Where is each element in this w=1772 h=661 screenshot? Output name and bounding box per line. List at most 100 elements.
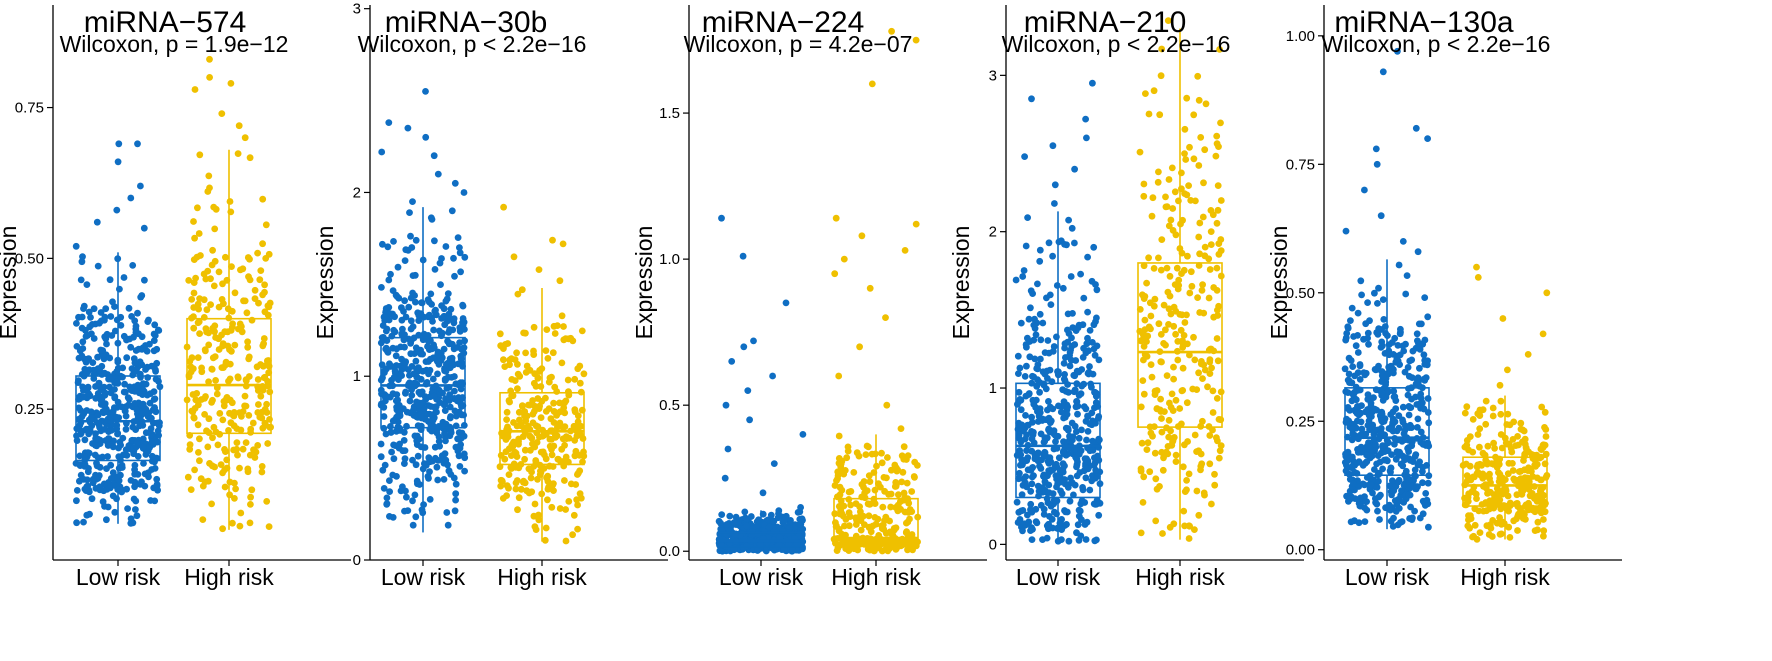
data-point — [412, 461, 420, 469]
outlier-point — [556, 277, 564, 285]
data-point — [1068, 479, 1076, 487]
data-point — [1162, 203, 1170, 211]
data-point — [1408, 516, 1416, 523]
data-point — [730, 546, 738, 554]
data-point — [418, 414, 425, 422]
data-point — [430, 403, 438, 411]
data-point — [434, 351, 442, 359]
data-point — [440, 476, 448, 483]
data-point — [1090, 461, 1098, 469]
data-point — [1086, 363, 1093, 370]
data-point — [75, 313, 82, 321]
data-point — [1032, 331, 1040, 339]
data-point — [1353, 410, 1361, 417]
data-point — [442, 376, 449, 384]
outlier-point — [882, 314, 889, 321]
y-tick-label: 0 — [353, 552, 361, 569]
data-point — [125, 304, 133, 312]
data-point — [231, 341, 239, 349]
data-point — [1365, 412, 1373, 419]
series-high-risk — [1459, 263, 1551, 543]
data-point — [147, 425, 155, 432]
data-point — [389, 471, 397, 479]
data-point — [857, 511, 864, 519]
outlier-point — [1496, 381, 1504, 389]
data-point — [1176, 405, 1184, 412]
data-point — [1403, 272, 1411, 279]
data-point — [378, 284, 385, 291]
data-point — [455, 452, 463, 460]
data-point — [387, 270, 394, 278]
data-point — [1372, 441, 1379, 448]
data-point — [1496, 470, 1504, 478]
data-point — [544, 496, 551, 504]
data-point — [400, 437, 408, 444]
data-point — [1344, 323, 1352, 331]
data-point — [531, 523, 539, 530]
data-point — [860, 541, 868, 548]
data-point — [1092, 399, 1100, 407]
data-point — [904, 546, 911, 554]
data-point — [209, 396, 216, 404]
data-point — [218, 331, 225, 339]
data-point — [1028, 447, 1036, 455]
data-point — [1357, 418, 1365, 426]
data-point — [153, 481, 161, 488]
data-point — [122, 425, 130, 433]
data-point — [562, 537, 570, 545]
data-point — [1159, 530, 1166, 537]
outlier-point — [206, 55, 213, 63]
data-point — [229, 320, 237, 328]
data-point — [190, 324, 198, 332]
data-point — [1466, 433, 1474, 440]
data-point — [203, 427, 210, 435]
data-point — [1374, 507, 1381, 515]
data-point — [1147, 429, 1155, 437]
data-point — [513, 422, 521, 430]
data-point — [1389, 523, 1397, 530]
data-point — [202, 275, 210, 283]
data-point — [538, 397, 546, 405]
data-point — [574, 525, 581, 533]
data-point — [1185, 535, 1193, 542]
data-point — [1206, 432, 1214, 439]
data-point — [1471, 521, 1479, 529]
data-point — [142, 429, 150, 437]
data-point — [1016, 447, 1024, 454]
data-point — [106, 383, 113, 391]
data-point — [1364, 329, 1372, 337]
y-tick-label: 0.50 — [1286, 285, 1315, 302]
data-point — [1213, 395, 1221, 402]
data-point — [150, 337, 158, 344]
data-point — [501, 455, 509, 463]
data-point — [106, 354, 114, 362]
data-point — [580, 370, 588, 378]
data-point — [1197, 450, 1205, 458]
series-high-risk — [496, 203, 588, 545]
data-point — [901, 508, 909, 516]
data-point — [1198, 460, 1206, 468]
data-point — [403, 422, 410, 430]
data-point — [154, 486, 162, 494]
data-point — [1088, 409, 1096, 417]
data-point — [1505, 523, 1513, 531]
data-point — [1533, 461, 1541, 468]
data-point — [433, 357, 441, 365]
data-point — [1497, 410, 1505, 418]
data-point — [104, 453, 111, 460]
data-point — [192, 396, 200, 404]
data-point — [1193, 487, 1201, 495]
outlier-point — [409, 198, 416, 206]
data-point — [100, 480, 108, 488]
data-point — [1377, 491, 1384, 499]
data-point — [148, 452, 156, 460]
data-point — [515, 464, 523, 472]
data-point — [1036, 388, 1043, 396]
data-point — [1399, 462, 1407, 470]
data-point — [257, 267, 265, 274]
y-tick-label: 1.0 — [659, 251, 680, 268]
data-point — [1061, 241, 1068, 248]
data-point — [1020, 267, 1028, 274]
outlier-point — [1089, 79, 1096, 87]
data-point — [1165, 176, 1173, 183]
